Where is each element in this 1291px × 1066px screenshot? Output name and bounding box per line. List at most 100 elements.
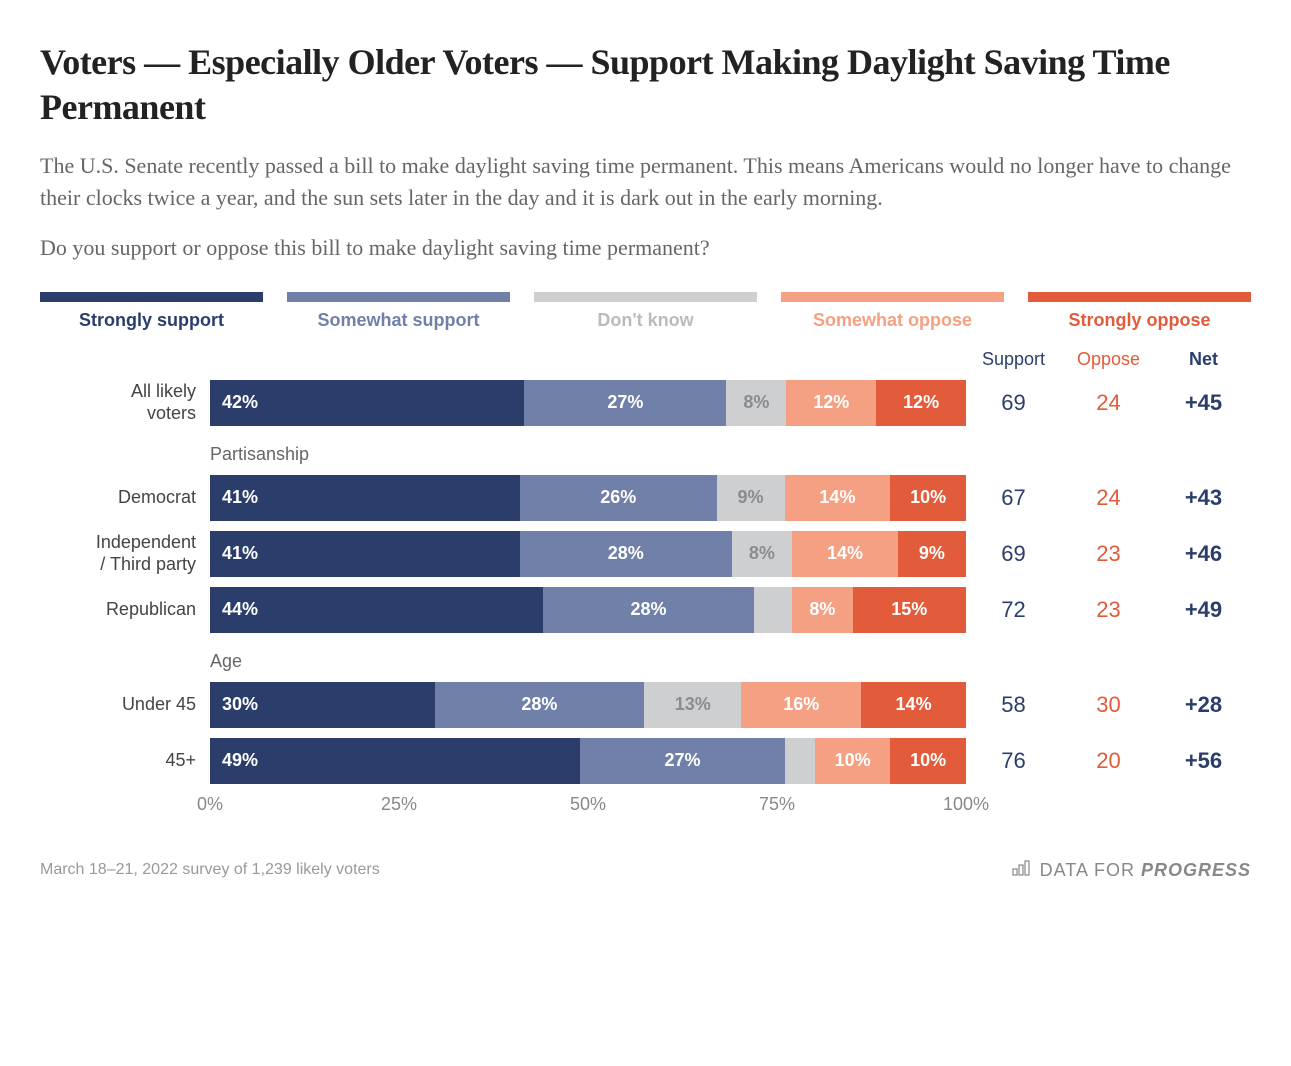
- stacked-bar: 41%28%8%14%9%: [210, 531, 966, 577]
- legend: Strongly support Somewhat support Don't kn…: [40, 292, 1251, 331]
- bar-segment: 14%: [792, 531, 898, 577]
- bar-segment: 26%: [520, 475, 717, 521]
- stacked-bar: 44%28% 8%15%: [210, 587, 966, 633]
- support-value: 69: [966, 541, 1061, 567]
- legend-swatch: [781, 292, 1004, 302]
- support-value: 76: [966, 748, 1061, 774]
- oppose-value: 23: [1061, 541, 1156, 567]
- oppose-value: 23: [1061, 597, 1156, 623]
- group-header: Partisanship: [40, 444, 1251, 465]
- bar-segment: 14%: [785, 475, 891, 521]
- legend-label: Don't know: [534, 310, 757, 331]
- legend-label: Somewhat support: [287, 310, 510, 331]
- bar-segment: 41%: [210, 531, 520, 577]
- legend-swatch: [287, 292, 510, 302]
- legend-item-somewhat_support: Somewhat support: [287, 292, 510, 331]
- x-axis: 0%25%50%75%100%: [40, 794, 1251, 824]
- oppose-value: 20: [1061, 748, 1156, 774]
- axis-tick: 75%: [759, 794, 795, 815]
- oppose-value: 24: [1061, 390, 1156, 416]
- net-value: +28: [1156, 692, 1251, 718]
- oppose-value: 24: [1061, 485, 1156, 511]
- bar-segment: 44%: [210, 587, 543, 633]
- group-name: Partisanship: [210, 444, 309, 465]
- oppose-value: 30: [1061, 692, 1156, 718]
- row-label: Under 45: [40, 694, 210, 716]
- stacked-bar: 42%27%8%12%12%: [210, 380, 966, 426]
- support-value: 67: [966, 485, 1061, 511]
- legend-item-strongly_oppose: Strongly oppose: [1028, 292, 1251, 331]
- brand: DATA FOR PROGRESS: [1012, 860, 1251, 881]
- row-label: All likelyvoters: [40, 381, 210, 424]
- bar-segment: 49%: [210, 738, 580, 784]
- footer: March 18–21, 2022 survey of 1,239 likely…: [40, 860, 1251, 881]
- bar-segment: 28%: [435, 682, 645, 728]
- legend-label: Strongly oppose: [1028, 310, 1251, 331]
- bar-row: 45+49%27%10%10%7620+56: [40, 738, 1251, 784]
- bar-row: Republican44%28% 8%15%7223+49: [40, 587, 1251, 633]
- bar-row: Democrat41%26%9%14%10%6724+43: [40, 475, 1251, 521]
- bar-segment: 12%: [786, 380, 876, 426]
- net-value: +46: [1156, 541, 1251, 567]
- bar-row: Independent/ Third party41%28%8%14%9%692…: [40, 531, 1251, 577]
- bar-row: Under 4530%28%13%16%14%5830+28: [40, 682, 1251, 728]
- bar-segment: [754, 587, 792, 633]
- header-net: Net: [1156, 349, 1251, 370]
- chart-title: Voters — Especially Older Voters — Suppo…: [40, 40, 1251, 130]
- group-header: Age: [40, 651, 1251, 672]
- legend-item-strongly_support: Strongly support: [40, 292, 263, 331]
- bar-segment: 13%: [644, 682, 741, 728]
- row-label: Republican: [40, 599, 210, 621]
- brand-bold: PROGRESS: [1141, 860, 1251, 880]
- bar-segment: 15%: [853, 587, 966, 633]
- bar-segment: 12%: [876, 380, 966, 426]
- bar-segment: [785, 738, 815, 784]
- header-oppose: Oppose: [1061, 349, 1156, 370]
- brand-prefix: DATA FOR: [1040, 860, 1141, 880]
- header-support: Support: [966, 349, 1061, 370]
- legend-swatch: [534, 292, 757, 302]
- footnote: March 18–21, 2022 survey of 1,239 likely…: [40, 861, 380, 879]
- legend-item-somewhat_oppose: Somewhat oppose: [781, 292, 1004, 331]
- legend-swatch: [40, 292, 263, 302]
- bar-segment: 16%: [741, 682, 861, 728]
- chart-description: The U.S. Senate recently passed a bill t…: [40, 150, 1251, 214]
- stacked-bar: 30%28%13%16%14%: [210, 682, 966, 728]
- bar-segment: 8%: [732, 531, 792, 577]
- net-value: +45: [1156, 390, 1251, 416]
- axis-tick: 100%: [943, 794, 989, 815]
- row-label: Democrat: [40, 487, 210, 509]
- group-name: Age: [210, 651, 242, 672]
- bar-segment: 27%: [580, 738, 784, 784]
- bar-segment: 10%: [890, 475, 966, 521]
- net-value: +56: [1156, 748, 1251, 774]
- support-value: 69: [966, 390, 1061, 416]
- bar-segment: 10%: [890, 738, 966, 784]
- bar-segment: 42%: [210, 380, 524, 426]
- bar-segment: 9%: [898, 531, 966, 577]
- net-value: +49: [1156, 597, 1251, 623]
- bar-segment: 14%: [861, 682, 966, 728]
- stacked-bar: 49%27%10%10%: [210, 738, 966, 784]
- bar-segment: 41%: [210, 475, 520, 521]
- bar-segment: 8%: [726, 380, 786, 426]
- bar-segment: 28%: [543, 587, 755, 633]
- bar-segment: 28%: [520, 531, 732, 577]
- legend-label: Strongly support: [40, 310, 263, 331]
- bar-row: All likelyvoters42%27%8%12%12%6924+45: [40, 380, 1251, 426]
- stacked-bar: 41%26%9%14%10%: [210, 475, 966, 521]
- brand-bars-icon: [1012, 860, 1032, 881]
- support-value: 72: [966, 597, 1061, 623]
- axis-tick: 25%: [381, 794, 417, 815]
- legend-item-dont_know: Don't know: [534, 292, 757, 331]
- bar-segment: 8%: [792, 587, 852, 633]
- legend-label: Somewhat oppose: [781, 310, 1004, 331]
- legend-swatch: [1028, 292, 1251, 302]
- support-value: 58: [966, 692, 1061, 718]
- bar-segment: 30%: [210, 682, 435, 728]
- net-value: +43: [1156, 485, 1251, 511]
- chart-area: Support Oppose Net All likelyvoters42%27…: [40, 349, 1251, 824]
- axis-tick: 0%: [197, 794, 223, 815]
- bar-segment: 27%: [524, 380, 726, 426]
- row-label: 45+: [40, 750, 210, 772]
